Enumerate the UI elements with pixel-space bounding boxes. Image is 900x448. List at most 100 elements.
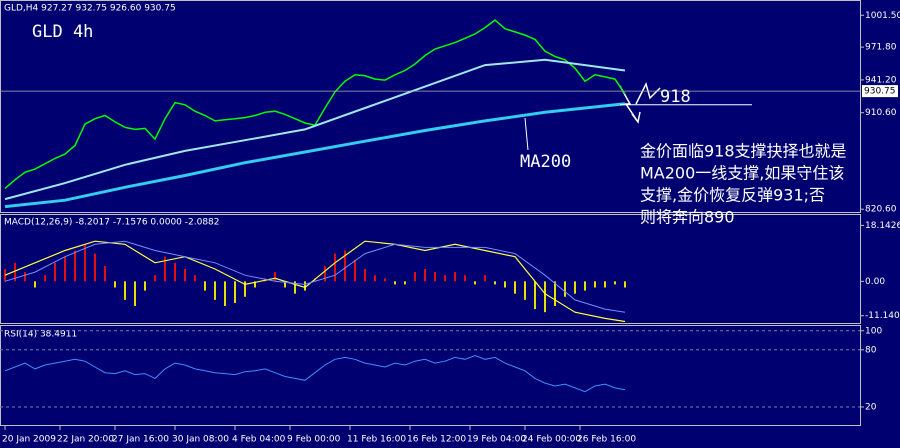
macd-bar — [554, 281, 556, 307]
macd-bar — [114, 281, 116, 288]
macd-bar — [394, 281, 396, 285]
macd-bar — [14, 262, 16, 282]
y-tick-label: -11.1406 — [865, 311, 900, 321]
x-tick-label: 27 Jan 16:00 — [112, 435, 169, 445]
macd-bar — [44, 275, 46, 282]
y-tick-label: 20 — [865, 402, 877, 412]
macd-bar — [104, 265, 106, 282]
x-tick-label: 26 Feb 16:00 — [577, 435, 636, 445]
x-tick-label: 19 Feb 04:00 — [467, 435, 526, 445]
macd-bar — [274, 272, 276, 282]
macd-bar — [54, 262, 56, 282]
macd-bar — [164, 256, 166, 282]
macd-bar — [474, 281, 476, 285]
x-tick-label: 24 Feb 00:00 — [522, 435, 581, 445]
macd-bar — [124, 281, 126, 300]
price-header: GLD,H4 927.27 932.75 926.60 930.75 — [4, 4, 176, 14]
macd-bar — [584, 281, 586, 291]
rsi-header: RSI(14) 38.4911 — [4, 330, 77, 340]
macd-bar — [484, 275, 486, 282]
macd-bar — [204, 281, 206, 291]
macd-bar — [254, 281, 256, 288]
macd-bar — [444, 275, 446, 282]
y-tick-label: 0.00 — [865, 277, 885, 287]
y-tick-label: 971.80 — [865, 43, 897, 53]
support-label: 918 — [660, 87, 691, 107]
ma-pointer — [524, 117, 529, 151]
series-line — [4, 102, 626, 209]
macd-bar — [94, 253, 96, 282]
annotation: 金价面临918支撑抉择也就是 — [640, 142, 847, 161]
macd-bar — [424, 269, 426, 282]
macd-bar — [384, 278, 386, 282]
down-arrow-head — [631, 111, 641, 124]
macd-bar — [24, 272, 26, 282]
macd-bar — [504, 281, 506, 288]
rsi-panel — [0, 325, 861, 426]
macd-bar — [404, 281, 406, 285]
series-line — [4, 58, 626, 201]
annotation: 则将奔向890 — [640, 208, 735, 227]
macd-bar — [144, 281, 146, 291]
macd-bar — [214, 281, 216, 300]
macd-bar — [564, 281, 566, 297]
y-tick-label: 100 — [865, 326, 882, 336]
x-tick-label: 11 Feb 16:00 — [347, 435, 406, 445]
macd-bar — [244, 281, 246, 297]
x-tick-label: 22 Jan 20:00 — [57, 435, 114, 445]
macd-bar — [304, 281, 306, 291]
ma-label: MA200 — [520, 152, 571, 172]
current-price-label: 930.75 — [864, 87, 896, 97]
macd-bar — [594, 281, 596, 288]
annotation: MA200一线支撑,如果守住该 — [640, 164, 844, 183]
series-line — [4, 240, 626, 313]
macd-bar — [604, 281, 606, 288]
y-tick-label: 18.1426 — [865, 221, 900, 231]
macd-bar — [64, 256, 66, 282]
macd-bar — [374, 275, 376, 282]
x-tick-label: 30 Jan 08:00 — [172, 435, 229, 445]
macd-bar — [74, 250, 76, 282]
x-tick-label: 9 Feb 00:00 — [287, 435, 341, 445]
macd-header: MACD(12,26,9) -8.2017 -7.1576 0.0000 -2.… — [4, 218, 220, 228]
chart-title: GLD 4h — [32, 22, 93, 42]
macd-bar — [624, 281, 626, 288]
y-tick-label: 80 — [865, 345, 877, 355]
macd-bar — [154, 275, 156, 282]
macd-bar — [234, 281, 236, 303]
macd-bar — [544, 281, 546, 313]
series-line — [4, 354, 626, 393]
x-tick-label: 4 Feb 04:00 — [232, 435, 286, 445]
x-tick-label: 16 Feb 12:00 — [407, 435, 466, 445]
macd-bar — [434, 272, 436, 282]
macd-bar — [534, 281, 536, 310]
y-tick-label: 910.60 — [865, 108, 897, 118]
macd-bar — [134, 281, 136, 307]
y-tick-label: 820.60 — [865, 205, 897, 215]
macd-bar — [494, 281, 496, 285]
down-arrow — [619, 85, 639, 123]
x-tick-label: 20 Jan 2009 — [2, 435, 56, 445]
y-tick-label: 941.20 — [865, 75, 897, 85]
macd-bar — [334, 253, 336, 282]
macd-bar — [464, 275, 466, 282]
macd-bar — [284, 281, 286, 288]
current-price-box — [862, 85, 898, 98]
macd-bar — [34, 281, 36, 288]
macd-bar — [514, 281, 516, 294]
macd-bar — [364, 269, 366, 282]
macd-bar — [194, 275, 196, 282]
macd-panel — [0, 214, 861, 324]
macd-bar — [324, 265, 326, 282]
macd-bar — [524, 281, 526, 300]
macd-bar — [354, 259, 356, 282]
macd-bar — [414, 272, 416, 282]
macd-bar — [224, 281, 226, 307]
price-panel — [0, 0, 861, 213]
macd-bar — [574, 281, 576, 294]
annotation: 支撑,金价恢复反弹931;否 — [640, 186, 825, 205]
y-tick-label: 1001.50 — [865, 11, 900, 21]
macd-bar — [454, 272, 456, 282]
